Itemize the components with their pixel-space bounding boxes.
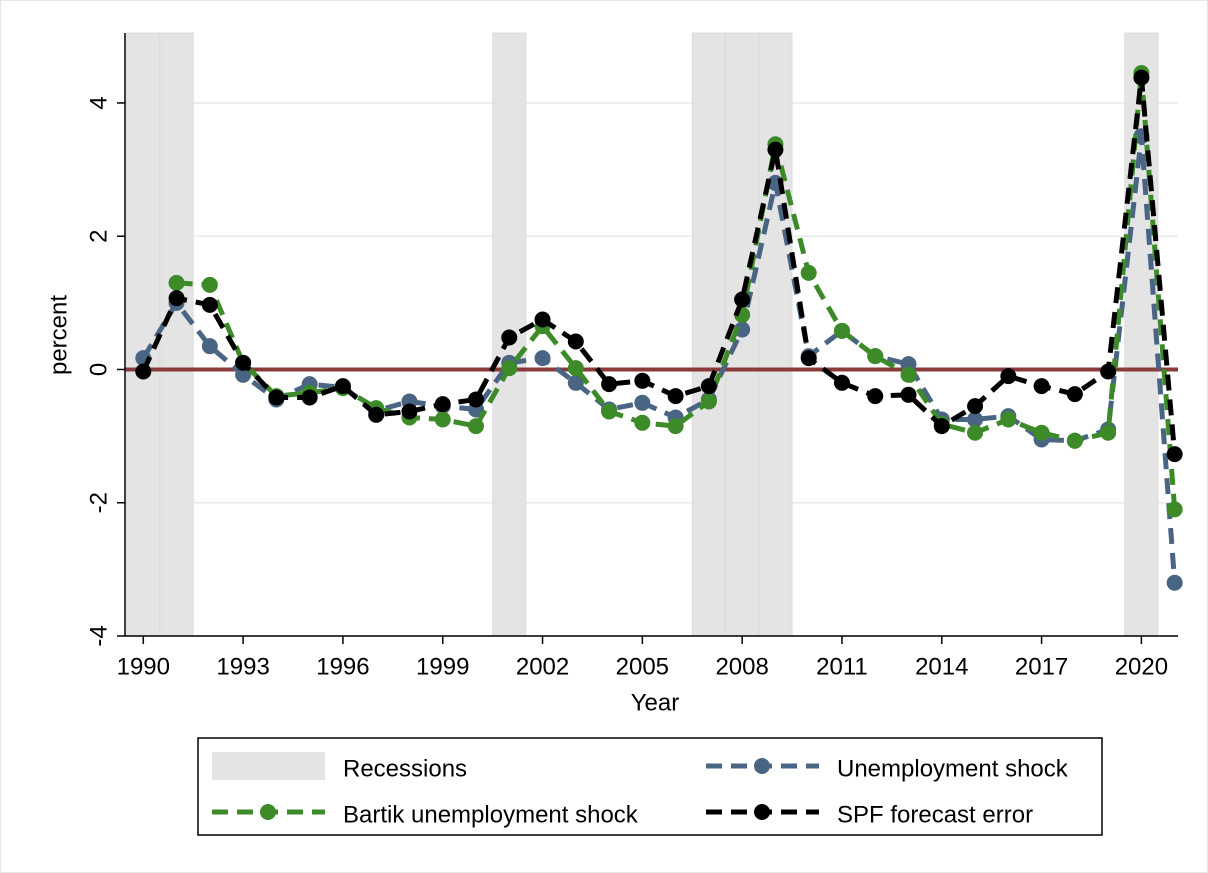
legend-marker (754, 758, 770, 774)
series-marker (434, 411, 451, 428)
recession-band (758, 32, 793, 637)
recession-band (159, 32, 194, 637)
series-marker (1066, 386, 1083, 403)
series-marker (268, 389, 285, 406)
series-marker (1166, 574, 1183, 591)
y-tick-label: 2 (85, 230, 112, 243)
series-marker (667, 418, 684, 435)
series-marker (700, 393, 717, 410)
series-marker (534, 311, 551, 328)
legend-marker (260, 804, 276, 820)
series-marker (900, 386, 917, 403)
series-marker (800, 264, 817, 281)
x-tick-label: 1990 (117, 653, 170, 680)
series-marker (867, 348, 884, 365)
series-marker (534, 350, 551, 367)
legend-box (197, 737, 1103, 836)
series-marker (900, 366, 917, 383)
recession-band (691, 32, 726, 637)
series-marker (567, 360, 584, 377)
x-tick-label: 2020 (1115, 653, 1168, 680)
series-marker (1000, 368, 1017, 385)
series-marker (967, 424, 984, 441)
series-marker (334, 378, 351, 395)
series-marker (201, 296, 218, 313)
y-tick-label: -2 (85, 492, 112, 513)
legend-marker (754, 804, 770, 820)
series-marker (468, 418, 484, 435)
series-marker (1100, 363, 1117, 380)
x-tick-label: 1993 (216, 653, 269, 680)
y-tick-label: -4 (85, 625, 112, 646)
series-marker (567, 374, 584, 391)
y-axis-label: percent (45, 295, 72, 375)
series-marker (468, 391, 484, 408)
series-marker (168, 290, 185, 307)
x-tick-label: 2005 (616, 653, 669, 680)
series-marker (1000, 411, 1017, 428)
series-marker (301, 389, 318, 406)
series-marker (201, 338, 218, 355)
series-marker (1033, 378, 1050, 395)
series-marker (767, 141, 784, 158)
series-marker (967, 411, 984, 428)
series-marker (734, 321, 751, 338)
x-tick-label: 1999 (416, 653, 469, 680)
series-marker (967, 398, 984, 415)
legend-label: Bartik unemployment shock (343, 801, 639, 828)
series-marker (135, 363, 152, 380)
x-tick-label: 2017 (1015, 653, 1068, 680)
series-marker (800, 350, 817, 367)
x-tick-label: 2002 (516, 653, 569, 680)
series-marker (434, 396, 451, 413)
series-marker (235, 354, 252, 371)
series-marker (1066, 432, 1083, 449)
series-marker (201, 276, 218, 293)
x-tick-label: 2008 (715, 653, 768, 680)
legend-label: Recessions (343, 755, 467, 782)
series-marker (1166, 446, 1183, 463)
series-marker (634, 372, 651, 389)
x-tick-label: 2014 (915, 653, 968, 680)
x-tick-label: 1996 (316, 653, 369, 680)
x-axis-label: Year (631, 689, 680, 716)
series-marker (667, 388, 684, 405)
series-marker (1100, 424, 1117, 441)
series-marker (601, 403, 618, 420)
series-marker (235, 366, 252, 383)
series-marker (1133, 69, 1150, 86)
series-marker (833, 322, 850, 339)
x-tick-label: 2011 (816, 653, 868, 680)
series-marker (567, 333, 584, 350)
series-marker (368, 406, 385, 423)
series-marker (700, 378, 717, 395)
series-marker (168, 274, 185, 291)
series-marker (601, 376, 618, 393)
series-marker (501, 329, 518, 346)
series-marker (734, 291, 751, 308)
series-marker (1166, 501, 1183, 518)
series-marker (1033, 424, 1050, 441)
series-marker (634, 414, 651, 431)
series-marker (401, 403, 418, 420)
series-marker (501, 360, 518, 377)
legend-label: SPF forecast error (837, 801, 1033, 828)
legend-label: Unemployment shock (837, 755, 1069, 782)
legend: Recessions Unemployment shock Bartik unemp… (212, 752, 1069, 828)
y-tick-label: 4 (85, 96, 112, 109)
series-marker (833, 374, 850, 391)
plot-area: -4 -2 0 2 4 1990 1993 1996 1999 2002 2005 2008 2011 2… (85, 32, 1183, 680)
series-marker (634, 394, 651, 411)
y-tick-label: 0 (85, 363, 112, 376)
recession-band (1124, 32, 1159, 637)
legend-swatch (212, 752, 325, 780)
series-marker (867, 388, 884, 405)
series-marker (933, 418, 950, 435)
